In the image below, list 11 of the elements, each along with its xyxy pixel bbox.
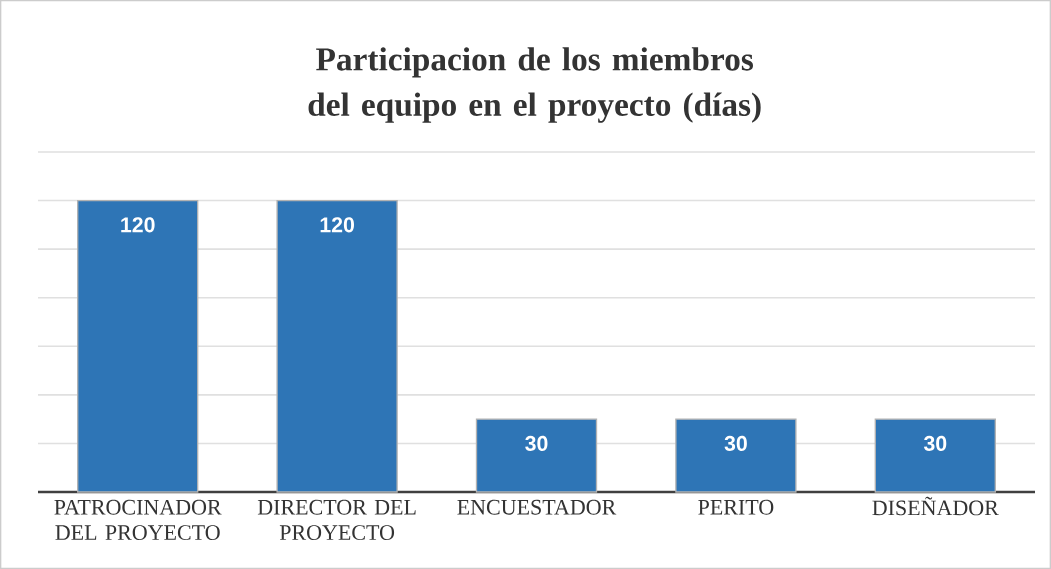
data-label: 30 (525, 435, 548, 451)
data-label: 120 (320, 217, 355, 233)
chart-title: Participacion de los miembros del equipo en el proyecto (días) (308, 47, 761, 123)
x-tick-label: PATROCINADOR DEL PROYECTO (54, 499, 222, 540)
x-tick-label: ENCUESTADOR (457, 499, 617, 515)
x-tick-label: DISEÑADOR (872, 496, 999, 516)
data-label: 120 (121, 217, 155, 233)
x-tick-label: PERITO (698, 499, 774, 515)
x-tick-label: DIRECTOR DEL PROYECTO (257, 499, 416, 540)
data-label: 30 (923, 435, 947, 451)
data-label: 30 (724, 435, 747, 451)
